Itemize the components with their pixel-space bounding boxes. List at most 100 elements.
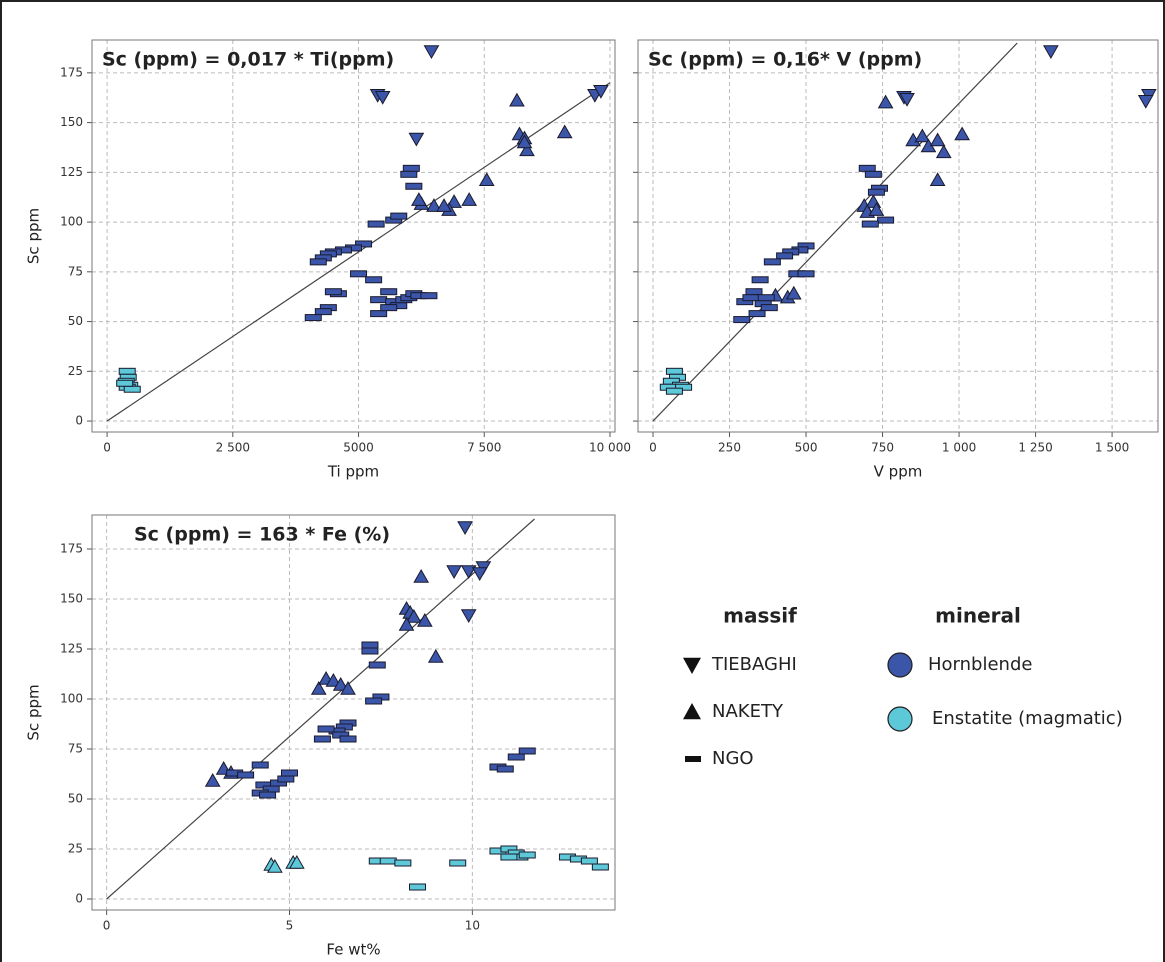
legend-label: NAKETY xyxy=(712,701,784,722)
point xyxy=(665,387,683,395)
point xyxy=(858,164,876,172)
point xyxy=(405,182,423,190)
x-tick-label: 5 xyxy=(286,919,294,933)
point xyxy=(288,854,305,869)
point xyxy=(760,304,778,312)
y-tick-label: 175 xyxy=(60,65,83,79)
point xyxy=(751,276,769,284)
x-tick-label: 1 250 xyxy=(1018,441,1052,455)
point xyxy=(394,859,412,867)
point xyxy=(416,612,433,627)
point xyxy=(509,92,525,107)
point xyxy=(408,132,425,147)
x-tick-label: 10 xyxy=(465,919,480,933)
point xyxy=(409,883,427,891)
point xyxy=(507,753,525,761)
point xyxy=(204,772,221,787)
point xyxy=(1043,45,1059,59)
legend-label: Enstatite (magmatic) xyxy=(932,708,1123,729)
point xyxy=(757,294,775,302)
point xyxy=(518,747,536,755)
point xyxy=(516,134,533,149)
point xyxy=(478,172,495,187)
point xyxy=(446,194,462,208)
point xyxy=(1137,94,1154,109)
point xyxy=(868,202,885,216)
point xyxy=(398,616,415,631)
x-tick-label: 0 xyxy=(103,919,111,933)
x-tick-label: 250 xyxy=(718,441,741,455)
x-tick-label: 750 xyxy=(871,441,894,455)
x-tick-label: 10 000 xyxy=(589,441,631,455)
y-tick-label: 25 xyxy=(68,364,83,378)
y-tick-label: 0 xyxy=(75,892,83,906)
legend-marker xyxy=(887,706,913,732)
point xyxy=(593,84,609,99)
y-tick-label: 175 xyxy=(60,542,83,556)
point xyxy=(500,853,518,861)
point xyxy=(379,857,397,865)
point xyxy=(370,310,388,318)
y-tick-label: 150 xyxy=(60,115,83,129)
point xyxy=(460,565,477,580)
point xyxy=(556,124,573,139)
point xyxy=(861,220,879,228)
point xyxy=(929,132,946,147)
y-tick-label: 125 xyxy=(60,642,83,656)
point xyxy=(427,648,444,663)
plot-frame xyxy=(637,39,1159,433)
panel-title: Sc (ppm) = 163 * Fe (%) xyxy=(134,524,390,546)
legend-marker xyxy=(683,703,701,720)
point xyxy=(237,771,255,779)
point xyxy=(733,316,751,324)
point xyxy=(461,192,478,206)
point xyxy=(368,661,386,669)
point xyxy=(314,308,332,316)
y-tick-label: 75 xyxy=(68,264,83,278)
point xyxy=(380,304,398,312)
point xyxy=(797,270,815,278)
point xyxy=(380,288,398,296)
point xyxy=(763,258,781,266)
point xyxy=(411,192,427,206)
point xyxy=(665,367,683,375)
legend-label: NGO xyxy=(712,748,754,769)
point xyxy=(426,198,442,212)
panel-title: Sc (ppm) = 0,16* V (ppm) xyxy=(648,49,922,71)
y-tick-label: 50 xyxy=(68,792,83,806)
x-tick-label: 0 xyxy=(103,441,111,455)
plot-area xyxy=(92,515,615,910)
x-axis-label: Fe wt% xyxy=(326,941,380,959)
y-axis-label: Sc ppm xyxy=(25,684,43,740)
legend-marker xyxy=(685,756,701,762)
point xyxy=(954,126,970,141)
x-axis-label: V ppm xyxy=(874,463,923,481)
point xyxy=(423,45,440,59)
legend-marker xyxy=(683,657,701,674)
point xyxy=(776,252,794,260)
panel-title: Sc (ppm) = 0,017 * Ti(ppm) xyxy=(102,49,394,71)
point xyxy=(355,240,373,248)
x-tick-label: 7 500 xyxy=(467,441,501,455)
x-axis-label: Ti ppm xyxy=(327,463,379,481)
point xyxy=(374,90,391,105)
point xyxy=(340,680,356,695)
plot-area xyxy=(92,40,615,432)
y-tick-label: 150 xyxy=(60,592,83,606)
y-axis-label: Sc ppm xyxy=(25,208,43,264)
point xyxy=(748,310,766,318)
point xyxy=(518,851,536,859)
point xyxy=(935,144,952,159)
y-tick-label: 25 xyxy=(68,842,83,856)
point xyxy=(496,765,514,773)
point xyxy=(400,170,418,178)
legend-marker xyxy=(887,652,913,678)
fit-line xyxy=(652,42,1018,422)
point xyxy=(251,761,269,769)
point xyxy=(361,647,379,655)
legend-label: TIEBAGHI xyxy=(711,654,797,675)
legend-title: mineral xyxy=(935,604,1021,628)
